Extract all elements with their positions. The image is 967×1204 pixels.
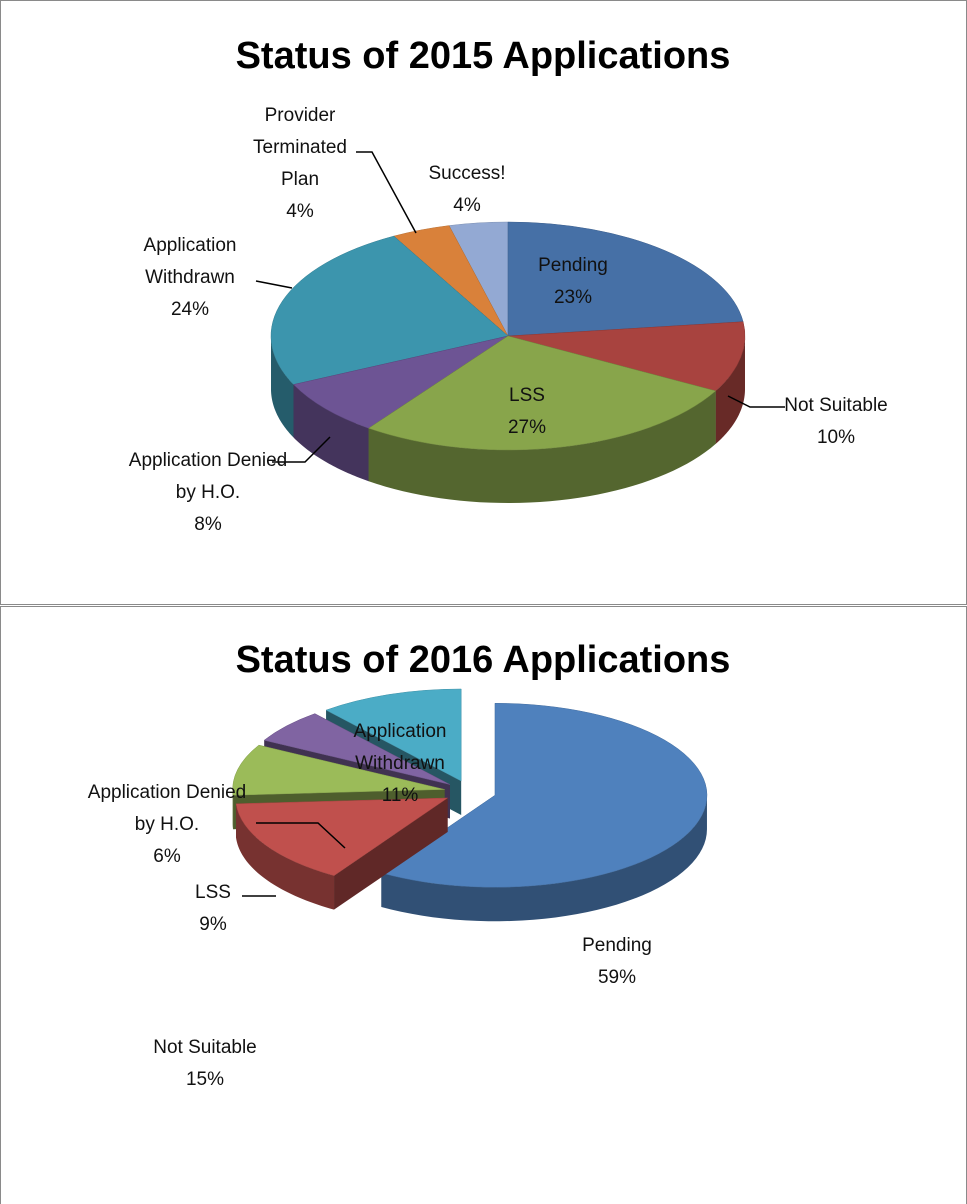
label-name: Application Withdrawn bbox=[353, 721, 447, 774]
leader-line bbox=[356, 151, 417, 234]
pie-slice bbox=[507, 321, 746, 392]
pie-slice bbox=[507, 221, 744, 337]
label-value: 6% bbox=[153, 846, 181, 867]
label-value: 27% bbox=[507, 417, 547, 438]
data-label: Not Suitable 10% bbox=[761, 390, 911, 454]
slice-side bbox=[715, 336, 745, 444]
label-name: LSS bbox=[509, 385, 545, 406]
chart-title: Status of 2015 Applications bbox=[236, 35, 731, 77]
label-value: 4% bbox=[453, 195, 481, 216]
data-label: Application Withdrawn 24% bbox=[115, 230, 265, 326]
label-value: 4% bbox=[286, 201, 314, 222]
data-label: Application Withdrawn 11% bbox=[325, 716, 475, 812]
pie-slice bbox=[325, 688, 462, 782]
label-name: Not Suitable bbox=[153, 1037, 257, 1058]
leader-line bbox=[255, 280, 293, 289]
pie-slice bbox=[232, 744, 445, 796]
slice-side bbox=[271, 336, 294, 438]
slice-side bbox=[368, 390, 716, 503]
data-label: Not Suitable 15% bbox=[130, 1032, 280, 1096]
label-name: Pending bbox=[538, 255, 608, 276]
label-name: LSS bbox=[195, 882, 231, 903]
label-name: Success! bbox=[428, 163, 506, 184]
slice-side bbox=[293, 384, 369, 482]
label-name: Application Denied by H.O. bbox=[87, 782, 247, 835]
label-value: 11% bbox=[381, 785, 419, 806]
label-value: 8% bbox=[194, 514, 222, 535]
pie-slice bbox=[368, 335, 717, 451]
label-name: Application Denied by H.O. bbox=[128, 450, 288, 503]
label-name: Application Withdrawn bbox=[143, 235, 237, 288]
slice-side bbox=[381, 795, 707, 922]
pie-slice bbox=[270, 235, 509, 385]
leader-line bbox=[727, 395, 785, 408]
leader-line bbox=[256, 822, 346, 849]
label-name: Pending bbox=[582, 935, 652, 956]
leader-line bbox=[272, 436, 331, 463]
data-label: Pending 59% bbox=[567, 930, 667, 994]
data-label: Application Denied by H.O. 8% bbox=[123, 445, 293, 541]
data-label: Success! 4% bbox=[417, 158, 517, 222]
data-label: LSS 9% bbox=[183, 877, 243, 941]
label-name: Provider Terminated Plan bbox=[253, 105, 347, 190]
label-name: Not Suitable bbox=[784, 395, 888, 416]
data-label: LSS 27% bbox=[487, 380, 567, 444]
pie-slice bbox=[293, 335, 509, 429]
label-value: 15% bbox=[185, 1069, 225, 1090]
label-value: 10% bbox=[816, 427, 856, 448]
data-label: Provider Terminated Plan 4% bbox=[245, 100, 355, 228]
label-value: 23% bbox=[553, 287, 593, 308]
data-label: Pending 23% bbox=[513, 250, 633, 314]
data-label: Application Denied by H.O. 6% bbox=[82, 777, 252, 873]
pie-slice bbox=[380, 703, 708, 888]
label-value: 59% bbox=[597, 967, 637, 988]
pie-slice bbox=[263, 713, 451, 785]
pie-slice bbox=[235, 797, 449, 876]
label-value: 24% bbox=[170, 299, 210, 320]
slice-side bbox=[236, 803, 335, 910]
label-value: 9% bbox=[199, 914, 227, 935]
chart-title: Status of 2016 Applications bbox=[236, 639, 731, 681]
